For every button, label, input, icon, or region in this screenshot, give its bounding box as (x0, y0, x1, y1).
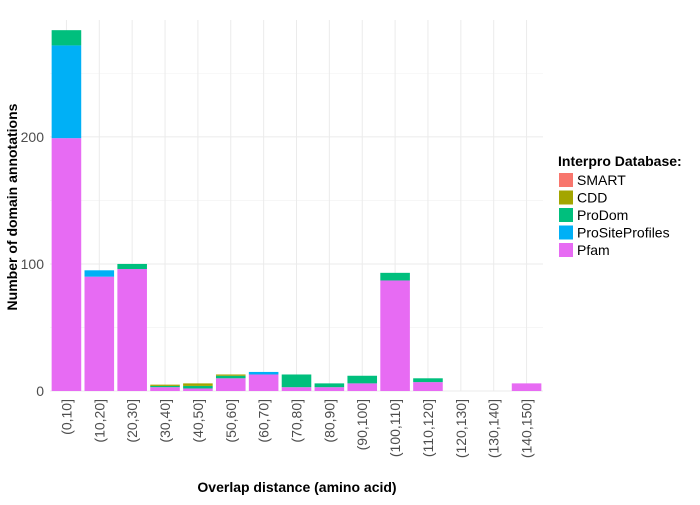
bar-prodom-2 (117, 263, 147, 270)
bar-prodom-5 (215, 375, 246, 379)
y-tick-label: 200 (21, 129, 45, 145)
legend-swatch-smart (559, 173, 573, 187)
x-tick-label: (10,20] (91, 399, 107, 443)
x-tick-label: (70,80] (289, 399, 305, 443)
legend-label-cdd: CDD (577, 190, 607, 206)
bar-cdd-3 (150, 384, 180, 386)
bar-cdd-5 (215, 374, 246, 376)
bar-prodom-10 (380, 272, 410, 281)
legend-swatch-pfam (559, 243, 573, 257)
x-axis-title: Overlap distance (amino acid) (197, 479, 396, 495)
x-tick-label: (40,50] (190, 399, 206, 443)
x-tick-label: (120,130] (453, 399, 469, 458)
legend-label-prodom: ProDom (577, 207, 628, 223)
bar-pfam-9 (347, 383, 378, 391)
x-tick-label: (20,30] (124, 399, 140, 443)
bar-pfam-8 (314, 387, 345, 391)
x-tick-label: (60,70] (256, 399, 272, 443)
bar-prodom-8 (314, 383, 345, 388)
legend-label-prositeprofiles: ProSiteProfiles (577, 225, 670, 241)
y-tick-label: 0 (36, 383, 44, 399)
legend-label-pfam: Pfam (577, 242, 610, 258)
bar-cdd-4 (183, 383, 213, 386)
legend-swatch-prodom (559, 208, 573, 222)
x-tick-label: (0,10] (58, 399, 74, 435)
y-axis-tick-labels: 0 100 200 (21, 129, 45, 399)
bar-pfam-3 (150, 387, 180, 391)
bar-pfam-1 (84, 276, 115, 391)
x-tick-label: (90,100] (354, 399, 370, 450)
x-tick-label: (140,150] (519, 399, 535, 458)
x-tick-label: (130,140] (486, 399, 502, 458)
bar-pfam-2 (117, 269, 147, 391)
y-tick-label: 100 (21, 256, 45, 272)
bar-layer (51, 30, 542, 391)
bar-pfam-4 (183, 388, 213, 391)
bar-pfam-14 (511, 383, 542, 391)
bar-prodom-4 (183, 385, 213, 389)
bar-prodom-0 (51, 30, 82, 46)
legend-label-smart: SMART (577, 172, 626, 188)
grid-layer (50, 20, 543, 392)
x-tick-label: (80,90] (321, 399, 337, 443)
bar-pfam-7 (281, 387, 312, 391)
bar-prodom-3 (150, 385, 180, 388)
bar-pfam-10 (380, 280, 410, 391)
x-tick-label: (30,40] (157, 399, 173, 443)
bar-prositeprofiles-6 (248, 371, 279, 375)
x-axis-tick-labels: (0,10] (10,20] (20,30] (30,40] (40,50] (50,60… (58, 399, 534, 458)
x-tick-label: (110,120] (420, 399, 436, 457)
legend-swatch-cdd (559, 190, 573, 205)
legend-swatch-prositeprofiles (559, 225, 573, 240)
bar-pfam-11 (413, 382, 443, 391)
bar-pfam-0 (51, 138, 82, 391)
bar-prodom-7 (281, 374, 312, 388)
bar-pfam-6 (248, 374, 279, 391)
bar-prositeprofiles-1 (84, 270, 115, 277)
x-tick-label: (50,60] (223, 399, 239, 443)
bar-pfam-5 (215, 378, 246, 391)
legend-title: Interpro Database: (558, 153, 682, 169)
x-tick-label: (100,110] (387, 399, 403, 457)
y-axis-title: Number of domain annotations (4, 103, 20, 310)
bar-prodom-9 (347, 375, 378, 384)
bar-prositeprofiles-0 (51, 45, 82, 139)
bar-prodom-11 (413, 378, 443, 383)
